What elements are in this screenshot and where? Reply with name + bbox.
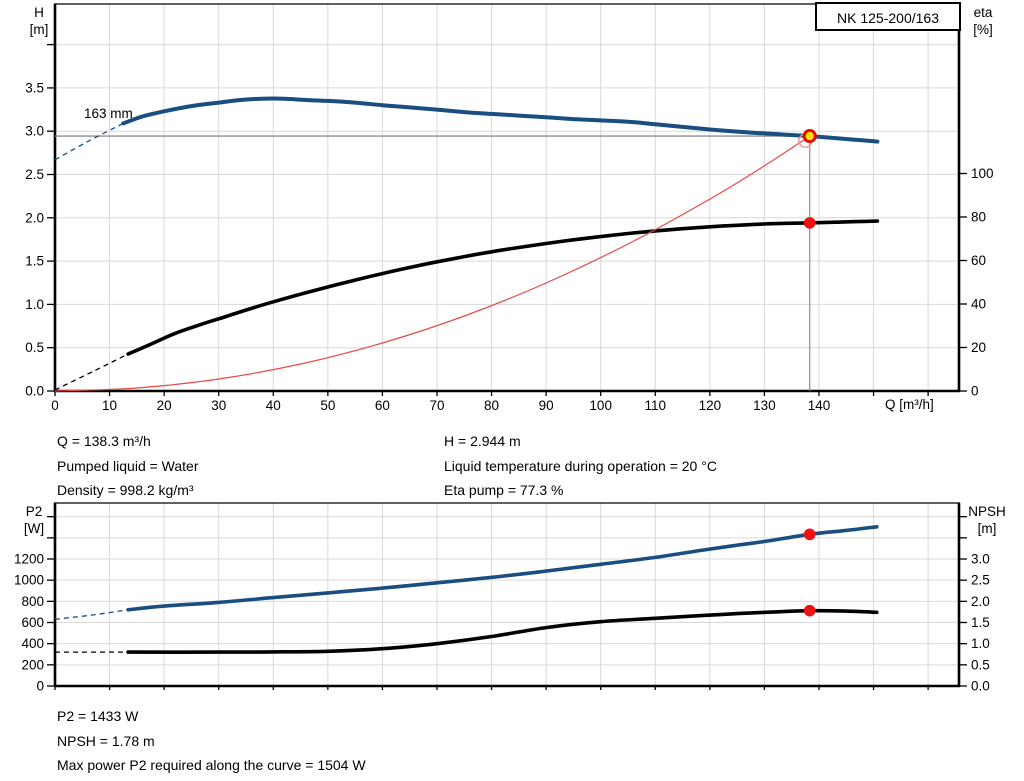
right-tick-label: 20 — [971, 340, 986, 355]
system-curve[interactable] — [54, 135, 811, 392]
head-curve-163mm[interactable] — [121, 96, 880, 144]
left-tick-label: 400 — [21, 636, 44, 651]
info-pumped-liquid: Pumped liquid = Water — [57, 457, 199, 474]
left-tick-label: 0 — [36, 679, 44, 694]
result-npsh: NPSH = 1.78 m — [57, 732, 155, 749]
left-tick-label: 2.0 — [25, 210, 44, 225]
q-axis-label: Q [m³/h] — [885, 397, 934, 412]
info-flow: Q = 138.3 m³/h — [57, 433, 151, 449]
eta-axis-unit-line1: eta — [973, 5, 993, 20]
x-tick-label: 20 — [157, 398, 172, 413]
duty-info-right: H = 2.944 m Liquid temperature during op… — [444, 429, 717, 503]
left-tick-label: 0.5 — [25, 340, 44, 355]
p2-axis-unit: P2 [W] — [16, 503, 52, 537]
right-tick-label: 3.0 — [971, 552, 990, 567]
x-tick-label: 110 — [645, 398, 667, 413]
result-max-power: Max power P2 required along the curve = … — [57, 757, 366, 773]
x-tick-label: 120 — [699, 398, 722, 413]
left-tick-label: 1.0 — [25, 297, 44, 312]
left-tick-label: 1000 — [14, 573, 44, 588]
x-tick-label: 50 — [320, 398, 335, 413]
left-tick-label: 200 — [21, 657, 44, 672]
p2-axis-unit-line1: P2 — [25, 504, 43, 519]
x-tick-label: 0 — [51, 398, 59, 413]
info-liquid-temperature: Liquid temperature during operation = 20… — [444, 457, 717, 474]
info-eta-pump: Eta pump = 77.3 % — [444, 482, 564, 498]
info-density: Density = 998.2 kg/m³ — [57, 482, 194, 498]
left-tick-label: 3.5 — [25, 80, 44, 95]
npsh-axis-unit-line1: NPSH — [968, 504, 1006, 519]
h-axis-unit: H [m] — [22, 4, 56, 38]
x-tick-label: 80 — [484, 398, 499, 413]
left-tick-label: 600 — [21, 615, 44, 630]
x-tick-label: 140 — [808, 398, 831, 413]
right-tick-label: 40 — [971, 297, 986, 312]
p2-npsh-chart[interactable]: 0 200 400 600 800 1000 1200 0.0 0.5 1.0 1.5 2.0 2.5 3… — [14, 502, 990, 694]
right-tick-label: 2.5 — [971, 573, 990, 588]
efficiency-curve[interactable] — [126, 219, 880, 356]
info-head: H = 2.944 m — [444, 433, 521, 449]
npsh-axis-unit: NPSH [m] — [963, 503, 1011, 537]
h-axis-unit-line1: H — [34, 5, 44, 20]
impeller-diameter-label: 163 mm — [84, 106, 133, 121]
right-tick-label: 1.5 — [971, 615, 990, 630]
result-p2: P2 = 1433 W — [57, 708, 139, 724]
right-tick-label: 0.0 — [971, 679, 990, 694]
x-tick-label: 40 — [266, 398, 281, 413]
p2-power-curve[interactable] — [126, 525, 879, 612]
right-tick-label: 100 — [971, 166, 994, 181]
eta-axis-unit-line2: [%] — [973, 22, 993, 37]
right-tick-label: 2.0 — [971, 594, 990, 609]
x-tick-label: 30 — [211, 398, 226, 413]
qh-chart[interactable]: 0 10 20 30 40 50 60 70 80 90 100 110 120 130 140 0.0 0.5… — [25, 3, 994, 413]
left-tick-label: 800 — [21, 594, 44, 609]
p2-duty-marker[interactable] — [803, 528, 816, 541]
eta-axis-unit: eta [%] — [965, 4, 1001, 38]
left-tick-label: 2.5 — [25, 167, 44, 182]
duty-info-left: Q = 138.3 m³/h Pumped liquid = Water Den… — [57, 429, 199, 503]
right-tick-label: 0 — [971, 384, 979, 399]
left-tick-label: 3.0 — [25, 124, 44, 139]
duty-point-marker[interactable] — [802, 129, 817, 144]
results-block: P2 = 1433 W NPSH = 1.78 m Max power P2 r… — [57, 704, 366, 778]
right-tick-label: 80 — [971, 210, 986, 225]
x-tick-label: 90 — [539, 398, 554, 413]
right-tick-label: 1.0 — [971, 636, 990, 651]
left-tick-label: 0.0 — [25, 384, 44, 399]
left-tick-label: 1.5 — [25, 254, 44, 269]
p2-power-curve-extrapolated[interactable] — [54, 609, 129, 620]
npsh-axis-unit-line2: [m] — [977, 521, 997, 536]
x-tick-label: 100 — [589, 398, 612, 413]
pump-model-badge: NK 125-200/163 — [815, 2, 961, 31]
right-tick-label: 0.5 — [971, 657, 990, 672]
x-tick-label: 60 — [375, 398, 390, 413]
right-tick-label: 60 — [971, 253, 986, 268]
eta-duty-marker[interactable] — [803, 217, 816, 229]
efficiency-curve-extrapolated[interactable] — [54, 353, 129, 391]
npsh-curve[interactable] — [126, 608, 879, 654]
npsh-duty-marker[interactable] — [803, 604, 816, 617]
p2-axis-unit-line2: [W] — [23, 521, 45, 536]
left-tick-label: 1200 — [14, 552, 44, 567]
h-axis-unit-line2: [m] — [29, 22, 49, 37]
x-tick-label: 130 — [753, 398, 776, 413]
x-tick-label: 10 — [102, 398, 117, 413]
x-tick-label: 70 — [429, 398, 444, 413]
head-curve-163mm-extrapolated[interactable] — [54, 122, 124, 161]
